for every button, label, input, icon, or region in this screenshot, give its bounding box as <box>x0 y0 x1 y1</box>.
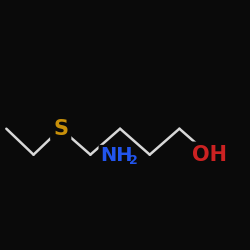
Text: 2: 2 <box>129 154 138 167</box>
Text: S: S <box>53 119 68 139</box>
Text: NH: NH <box>100 146 132 166</box>
Text: OH: OH <box>192 145 226 165</box>
